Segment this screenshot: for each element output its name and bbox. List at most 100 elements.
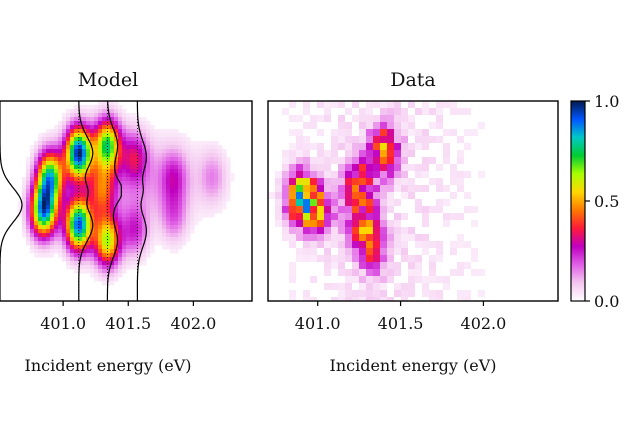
heatmap-cell (359, 290, 366, 297)
model-panel: Model 401.0 401.5 402.0 Incident energy (e… (0, 69, 253, 375)
heatmap-cell (94, 117, 99, 122)
heatmap-cell (303, 192, 310, 199)
heatmap-cell (62, 157, 67, 162)
heatmap-cell (42, 233, 47, 238)
heatmap-cell (70, 125, 75, 130)
heatmap-cell (42, 141, 47, 146)
heatmap-cell (98, 221, 103, 226)
heatmap-cell (226, 193, 231, 198)
heatmap-cell (82, 265, 87, 270)
heatmap-cell (90, 257, 95, 262)
heatmap-cell (130, 165, 135, 170)
heatmap-cell (222, 193, 227, 198)
heatmap-cell (90, 181, 95, 186)
heatmap-cell (102, 161, 107, 166)
heatmap-cell (373, 248, 380, 255)
heatmap-cell (122, 193, 127, 198)
heatmap-cell (162, 213, 167, 218)
heatmap-cell (206, 153, 211, 158)
heatmap-cell (345, 150, 352, 157)
heatmap-cell (190, 189, 195, 194)
heatmap-cell (98, 121, 103, 126)
heatmap-cell (202, 181, 207, 186)
heatmap-cell (186, 221, 191, 226)
heatmap-cell (110, 233, 115, 238)
heatmap-cell (162, 205, 167, 210)
heatmap-cell (194, 209, 199, 214)
heatmap-cell (457, 290, 464, 297)
heatmap-cell (182, 173, 187, 178)
heatmap-cell (82, 205, 87, 210)
heatmap-cell (422, 143, 429, 150)
heatmap-cell (373, 136, 380, 143)
heatmap-cell (134, 121, 139, 126)
heatmap-cell (110, 145, 115, 150)
heatmap-cell (94, 261, 99, 266)
heatmap-cell (186, 141, 191, 146)
heatmap-cell (106, 145, 111, 150)
heatmap-cell (34, 253, 39, 258)
heatmap-cell (331, 227, 338, 234)
heatmap-cell (30, 181, 35, 186)
heatmap-cell (387, 234, 394, 241)
heatmap-cell (130, 161, 135, 166)
heatmap-cell (186, 213, 191, 218)
heatmap-cell (38, 217, 43, 222)
heatmap-cell (194, 197, 199, 202)
heatmap-cell (122, 137, 127, 142)
heatmap-cell (310, 241, 317, 248)
heatmap-cell (82, 229, 87, 234)
heatmap-cell (150, 153, 155, 158)
heatmap-cell (130, 149, 135, 154)
heatmap-cell (202, 201, 207, 206)
heatmap-cell (90, 269, 95, 274)
heatmap-cell (345, 206, 352, 213)
heatmap-cell (138, 241, 143, 246)
heatmap-cell (338, 248, 345, 255)
heatmap-cell (158, 217, 163, 222)
heatmap-cell (282, 192, 289, 199)
heatmap-cell (134, 153, 139, 158)
heatmap-cell (170, 245, 175, 250)
heatmap-cell (146, 229, 151, 234)
heatmap-cell (310, 143, 317, 150)
heatmap-cell (70, 229, 75, 234)
heatmap-cell (166, 161, 171, 166)
heatmap-cell (380, 241, 387, 248)
heatmap-cell (34, 145, 39, 150)
heatmap-cell (90, 265, 95, 270)
heatmap-cell (46, 205, 51, 210)
heatmap-cell (194, 181, 199, 186)
heatmap-cell (134, 253, 139, 258)
heatmap-cell (50, 169, 55, 174)
heatmap-cell (78, 157, 83, 162)
heatmap-cell (146, 149, 151, 154)
heatmap-cell (134, 241, 139, 246)
heatmap-cell (38, 213, 43, 218)
heatmap-cell (275, 185, 282, 192)
heatmap-cell (422, 101, 429, 108)
heatmap-cell (42, 205, 47, 210)
heatmap-cell (102, 221, 107, 226)
heatmap-cell (218, 149, 223, 154)
heatmap-cell (174, 177, 179, 182)
heatmap-cell (86, 201, 91, 206)
heatmap-cell (366, 276, 373, 283)
heatmap-cell (303, 213, 310, 220)
heatmap-cell (90, 261, 95, 266)
heatmap-cell (62, 209, 67, 214)
profile-curve (136, 101, 148, 301)
heatmap-cell (122, 257, 127, 262)
heatmap-cell (86, 249, 91, 254)
heatmap-cell (130, 137, 135, 142)
heatmap-cell (82, 125, 87, 130)
heatmap-cell (62, 245, 67, 250)
heatmap-cell (90, 241, 95, 246)
heatmap-cell (138, 201, 143, 206)
heatmap-cell (387, 227, 394, 234)
heatmap-cell (289, 199, 296, 206)
heatmap-cell (457, 150, 464, 157)
heatmap-cell (214, 193, 219, 198)
heatmap-cell (366, 290, 373, 297)
heatmap-cell (110, 173, 115, 178)
